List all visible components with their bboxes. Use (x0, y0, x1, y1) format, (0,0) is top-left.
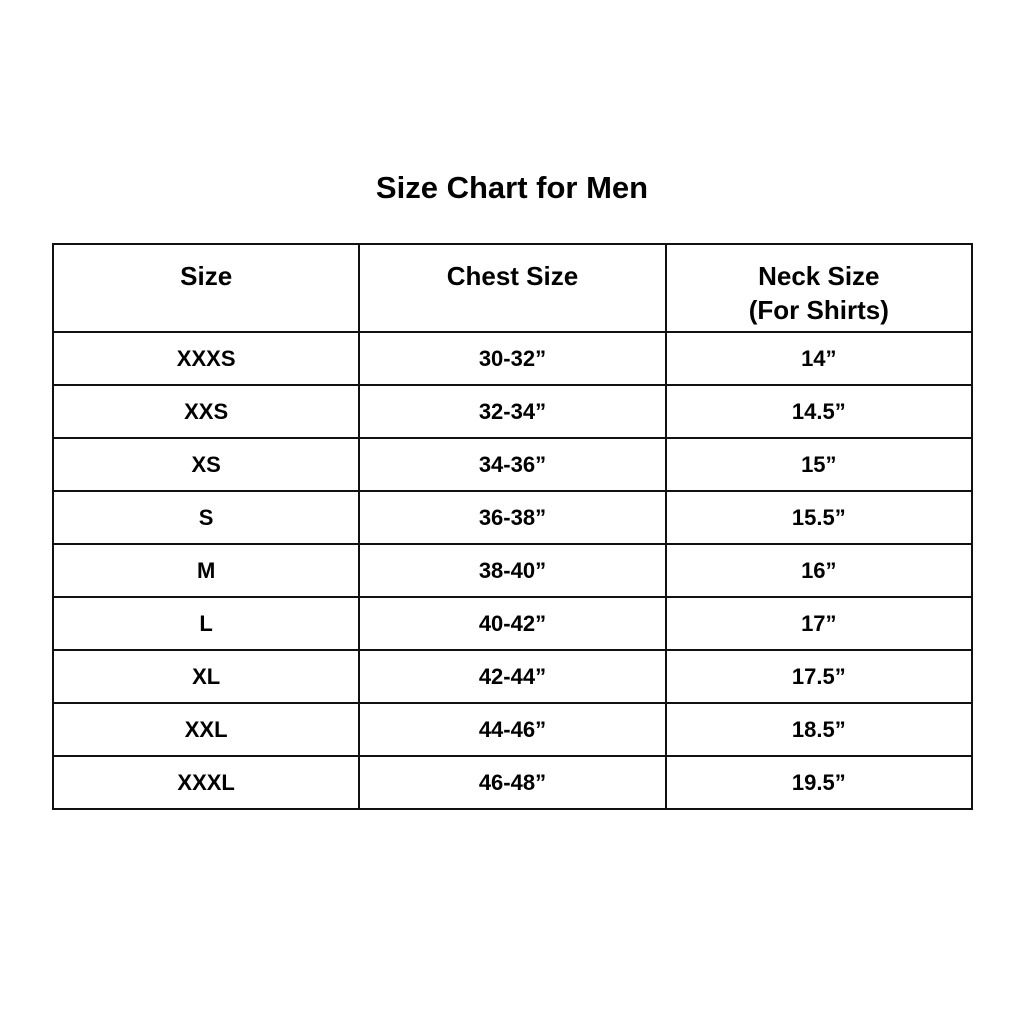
cell-size: XXXS (51, 331, 361, 386)
header-neck-label: Neck Size (758, 261, 880, 291)
cell-neck: 17.5” (664, 649, 974, 704)
cell-chest: 38-40” (358, 543, 667, 598)
table-row: XXS 32-34” 14.5” (51, 384, 974, 439)
cell-size: M (51, 543, 361, 598)
cell-size: XXXL (51, 755, 361, 810)
cell-chest: 46-48” (358, 755, 667, 810)
header-neck-sub: (For Shirts) (748, 295, 889, 325)
cell-neck: 15” (664, 437, 974, 492)
table-row: M 38-40” 16” (51, 543, 974, 598)
cell-size: L (51, 596, 361, 651)
cell-neck: 17” (664, 596, 974, 651)
cell-size: XXL (51, 702, 361, 757)
cell-size: XS (51, 437, 361, 492)
cell-chest: 42-44” (358, 649, 667, 704)
cell-neck: 14” (664, 331, 974, 386)
table-row: XL 42-44” 17.5” (51, 649, 974, 704)
cell-chest: 44-46” (358, 702, 667, 757)
table-row: L 40-42” 17” (51, 596, 974, 651)
cell-neck: 15.5” (664, 490, 974, 545)
size-chart-table: Size Chest Size Neck Size (For Shirts) XX… (51, 243, 974, 810)
cell-chest: 30-32” (358, 331, 667, 386)
table-row: XXL 44-46” 18.5” (51, 702, 974, 757)
cell-neck: 14.5” (664, 384, 974, 439)
table-row: XXXS 30-32” 14” (51, 331, 974, 386)
cell-neck: 16” (664, 543, 974, 598)
cell-chest: 40-42” (358, 596, 667, 651)
header-row: Size Chest Size Neck Size (For Shirts) (51, 243, 974, 333)
cell-chest: 32-34” (358, 384, 667, 439)
table-row: S 36-38” 15.5” (51, 490, 974, 545)
header-chest-size: Chest Size (358, 243, 667, 333)
table-row: XS 34-36” 15” (51, 437, 974, 492)
cell-size: S (51, 490, 361, 545)
header-neck-size: Neck Size (For Shirts) (664, 243, 974, 333)
cell-chest: 36-38” (358, 490, 667, 545)
cell-chest: 34-36” (358, 437, 667, 492)
header-size: Size (51, 243, 361, 333)
table-row: XXXL 46-48” 19.5” (51, 755, 974, 810)
cell-size: XL (51, 649, 361, 704)
page-title: Size Chart for Men (375, 170, 649, 205)
cell-size: XXS (51, 384, 361, 439)
cell-neck: 19.5” (664, 755, 974, 810)
cell-neck: 18.5” (664, 702, 974, 757)
